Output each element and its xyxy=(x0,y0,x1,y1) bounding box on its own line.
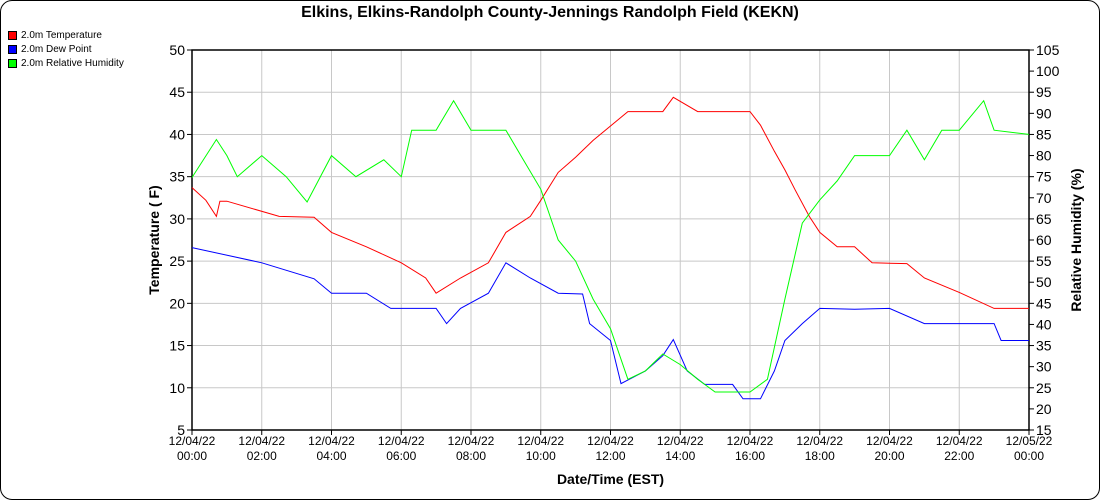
x-tick-time: 16:00 xyxy=(735,449,765,463)
x-tick-time: 22:00 xyxy=(944,449,974,463)
legend-swatch xyxy=(8,58,17,68)
y2-tick-label: 40 xyxy=(1036,316,1052,332)
y2-tick-label: 20 xyxy=(1036,401,1052,417)
y2-tick-label: 95 xyxy=(1036,84,1052,100)
y-tick-label: 10 xyxy=(169,380,185,396)
x-tick-date: 12/04/22 xyxy=(657,434,704,448)
y-tick-label: 45 xyxy=(169,84,185,100)
series-line-2-0m-temperature xyxy=(191,96,1029,309)
x-tick-time: 02:00 xyxy=(247,449,277,463)
x-tick-date: 12/04/22 xyxy=(169,434,216,448)
x-tick-date: 12/04/22 xyxy=(866,434,913,448)
x-tick-time: 06:00 xyxy=(386,449,416,463)
x-tick-date: 12/04/22 xyxy=(587,434,634,448)
y-tick-label: 15 xyxy=(169,338,185,354)
x-tick-time: 00:00 xyxy=(1014,449,1044,463)
y2-tick-label: 90 xyxy=(1036,105,1052,121)
x-tick-date: 12/04/22 xyxy=(796,434,843,448)
y2-tick-label: 105 xyxy=(1036,42,1060,58)
x-tick-date: 12/04/22 xyxy=(378,434,425,448)
y2-tick-label: 60 xyxy=(1036,232,1052,248)
y2-tick-label: 75 xyxy=(1036,169,1052,185)
y2-tick-label: 65 xyxy=(1036,211,1052,227)
x-tick-date: 12/04/22 xyxy=(936,434,983,448)
y-tick-label: 35 xyxy=(169,169,185,185)
x-tick-time: 12:00 xyxy=(595,449,625,463)
y2-tick-label: 30 xyxy=(1036,359,1052,375)
y-axis-label: Temperature ( F) xyxy=(146,185,162,294)
legend-swatch xyxy=(8,30,17,40)
x-tick-date: 12/04/22 xyxy=(517,434,564,448)
y-tick-label: 40 xyxy=(169,126,185,142)
y-tick-label: 20 xyxy=(169,295,185,311)
legend-item: 2.0m Relative Humidity xyxy=(8,56,124,70)
x-tick-time: 04:00 xyxy=(316,449,346,463)
legend-label: 2.0m Dew Point xyxy=(21,43,92,55)
y-tick-label: 50 xyxy=(169,42,185,58)
y2-tick-label: 100 xyxy=(1036,63,1060,79)
x-tick-time: 10:00 xyxy=(526,449,556,463)
y2-tick-label: 35 xyxy=(1036,338,1052,354)
series-line-2-0m-relative-humidity xyxy=(191,99,1030,393)
legend-label: 2.0m Relative Humidity xyxy=(21,57,124,69)
x-tick-date: 12/04/22 xyxy=(308,434,355,448)
y2-axis-label: Relative Humidity (%) xyxy=(1068,168,1084,311)
x-tick-time: 20:00 xyxy=(874,449,904,463)
y2-tick-label: 25 xyxy=(1036,380,1052,396)
chart-title: Elkins, Elkins-Randolph County-Jennings … xyxy=(301,4,799,21)
x-tick-date: 12/04/22 xyxy=(238,434,285,448)
x-tick-date: 12/05/22 xyxy=(1006,434,1053,448)
y-tick-label: 30 xyxy=(169,211,185,227)
x-tick-time: 18:00 xyxy=(805,449,835,463)
x-axis-label: Date/Time (EST) xyxy=(557,471,664,487)
y2-tick-label: 70 xyxy=(1036,190,1052,206)
y2-tick-label: 85 xyxy=(1036,126,1052,142)
y2-tick-label: 50 xyxy=(1036,274,1052,290)
y2-tick-label: 45 xyxy=(1036,295,1052,311)
legend-swatch xyxy=(8,44,17,54)
x-tick-time: 08:00 xyxy=(456,449,486,463)
x-tick-date: 12/04/22 xyxy=(448,434,495,448)
legend-item: 2.0m Temperature xyxy=(8,28,124,42)
legend-item: 2.0m Dew Point xyxy=(8,42,124,56)
x-tick-time: 00:00 xyxy=(177,449,207,463)
x-tick-time: 14:00 xyxy=(665,449,695,463)
y2-tick-label: 55 xyxy=(1036,253,1052,269)
legend-label: 2.0m Temperature xyxy=(21,29,102,41)
x-tick-date: 12/04/22 xyxy=(727,434,774,448)
y2-tick-label: 15 xyxy=(1036,422,1052,438)
y-tick-label: 5 xyxy=(177,422,185,438)
y2-tick-label: 80 xyxy=(1036,148,1052,164)
legend: 2.0m Temperature 2.0m Dew Point 2.0m Relat… xyxy=(8,28,124,70)
y-tick-label: 25 xyxy=(169,253,185,269)
